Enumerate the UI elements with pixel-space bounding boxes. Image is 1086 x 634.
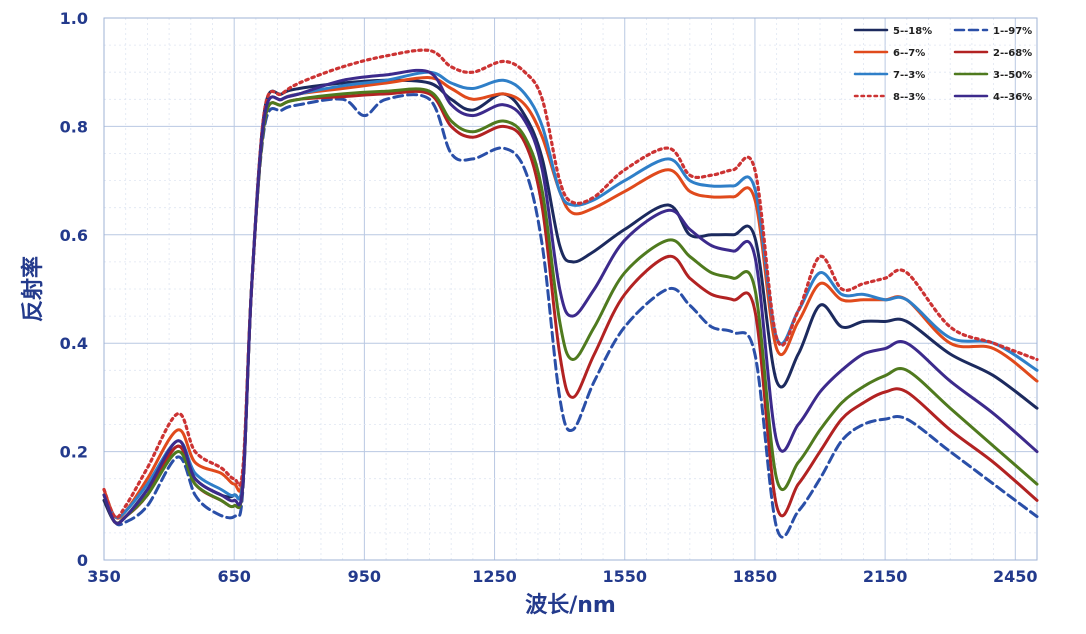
legend-label: 6--7%	[893, 48, 925, 59]
y-tick-label: 0.2	[60, 443, 88, 462]
y-tick-label: 0.8	[60, 117, 88, 136]
series-line-7	[102, 48, 1039, 519]
series-line-6	[102, 87, 1039, 525]
y-tick-label: 0	[77, 551, 88, 570]
legend-label: 8--3%	[893, 92, 925, 103]
series-line-8	[102, 68, 1039, 526]
series-lines	[102, 48, 1039, 539]
y-tick-label: 0.6	[60, 226, 88, 245]
x-tick-label: 1550	[602, 567, 647, 586]
y-tick-label: 1.0	[60, 9, 88, 28]
series-line-5	[102, 70, 1039, 520]
x-axis-ticks: 350 650 950 1250 1550 1850 2150 2450	[87, 567, 1037, 586]
x-tick-label: 2150	[863, 567, 908, 586]
x-tick-label: 1850	[733, 567, 778, 586]
plot-frame	[103, 17, 1038, 561]
series-line-3	[102, 76, 1039, 520]
x-tick-label: 1250	[472, 567, 517, 586]
legend-label: 7--3%	[893, 70, 925, 81]
x-tick-label: 650	[217, 567, 250, 586]
legend-label: 4--36%	[993, 92, 1032, 103]
legend-label: 1--97%	[993, 26, 1032, 37]
legend-label: 2--68%	[993, 48, 1032, 59]
y-tick-label: 0.4	[60, 334, 88, 353]
series-line-2	[102, 93, 1039, 539]
legend-label: 3--50%	[993, 70, 1032, 81]
x-axis-title: 波长/nm	[525, 593, 616, 618]
x-tick-label: 950	[348, 567, 381, 586]
x-tick-label: 2450	[993, 567, 1038, 586]
legend-label: 5--18%	[893, 26, 932, 37]
y-axis-title: 反射率	[20, 256, 46, 322]
legend: 5--18% 1--97% 6--7% 2--68% 7--3% 3--50% 8--3% 4…	[853, 26, 1032, 103]
x-tick-label: 350	[87, 567, 120, 586]
y-axis-ticks: 0 0.2 0.4 0.6 0.8 1.0	[60, 9, 88, 570]
